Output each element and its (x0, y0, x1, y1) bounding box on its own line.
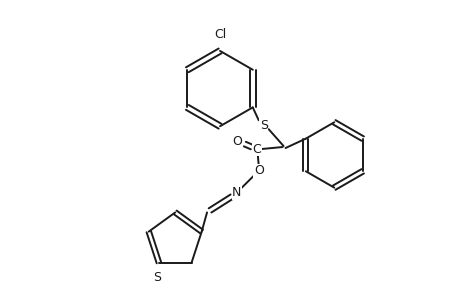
Text: S: S (152, 271, 161, 284)
Text: O: O (231, 135, 241, 148)
Text: N: N (232, 186, 241, 199)
Text: S: S (259, 119, 267, 132)
Text: O: O (253, 164, 263, 177)
Text: C: C (252, 142, 261, 155)
Text: Cl: Cl (213, 28, 226, 41)
